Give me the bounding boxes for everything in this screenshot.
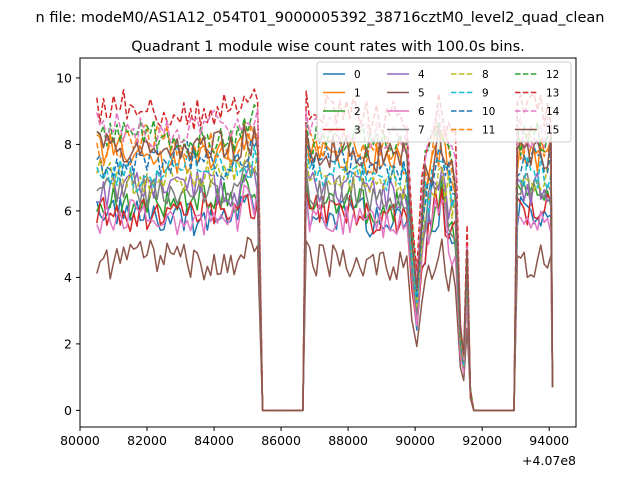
y-tick-label: 10	[56, 70, 72, 85]
axes-frame	[79, 57, 577, 428]
series-line-6	[96, 183, 554, 412]
legend-label-12: 12	[546, 69, 559, 81]
series-line-14	[96, 108, 554, 412]
y-tick-label: 4	[64, 270, 72, 285]
y-tick-label: 0	[64, 403, 72, 418]
legend-box	[316, 61, 572, 143]
y-axis: 0 2 4 6 8 10	[56, 70, 80, 418]
x-tick-label: 88000	[328, 433, 368, 448]
legend-label-8: 8	[482, 69, 489, 81]
x-tick-label: 82000	[127, 433, 167, 448]
plot-lines	[96, 88, 554, 412]
series-line-11	[96, 121, 554, 412]
legend-label-6: 6	[418, 106, 425, 118]
series-line-15	[96, 123, 554, 412]
figure-suptitle: n file: modeM0/AS1A12_054T01_9000005392_…	[36, 10, 605, 26]
series-line-7	[96, 158, 554, 412]
legend-label-1: 1	[354, 88, 361, 100]
legend-label-14: 14	[546, 106, 560, 118]
x-tick-label: 80000	[60, 433, 100, 448]
series-line-10	[96, 138, 554, 412]
series-line-9	[96, 145, 554, 412]
legend-label-10: 10	[482, 106, 495, 118]
legend-label-5: 5	[418, 88, 425, 100]
legend-label-13: 13	[546, 88, 559, 100]
legend-label-0: 0	[354, 69, 361, 81]
y-tick-label: 8	[64, 137, 72, 152]
x-tick-label: 90000	[395, 433, 435, 448]
y-tick-label: 6	[64, 203, 72, 218]
legend-label-2: 2	[354, 106, 361, 118]
legend-label-11: 11	[482, 125, 495, 137]
series-line-12	[96, 104, 554, 412]
legend-label-7: 7	[418, 125, 425, 137]
legend-label-15: 15	[546, 125, 559, 137]
chart-title: Quadrant 1 module wise count rates with …	[131, 39, 525, 55]
x-tick-label: 94000	[529, 433, 569, 448]
series-line-5	[96, 236, 554, 412]
x-axis: 80000 82000 84000 86000 88000 90000 92000 94000	[60, 427, 569, 448]
y-tick-label: 2	[64, 336, 72, 351]
series-line-8	[96, 147, 554, 412]
x-tick-label: 86000	[261, 433, 301, 448]
x-offset-label: +4.07e8	[522, 453, 576, 468]
x-tick-label: 92000	[462, 433, 502, 448]
legend-label-9: 9	[482, 88, 489, 100]
legend-label-3: 3	[354, 125, 361, 137]
x-tick-label: 84000	[194, 433, 234, 448]
legend-label-4: 4	[418, 69, 425, 81]
series-line-3	[96, 186, 554, 412]
